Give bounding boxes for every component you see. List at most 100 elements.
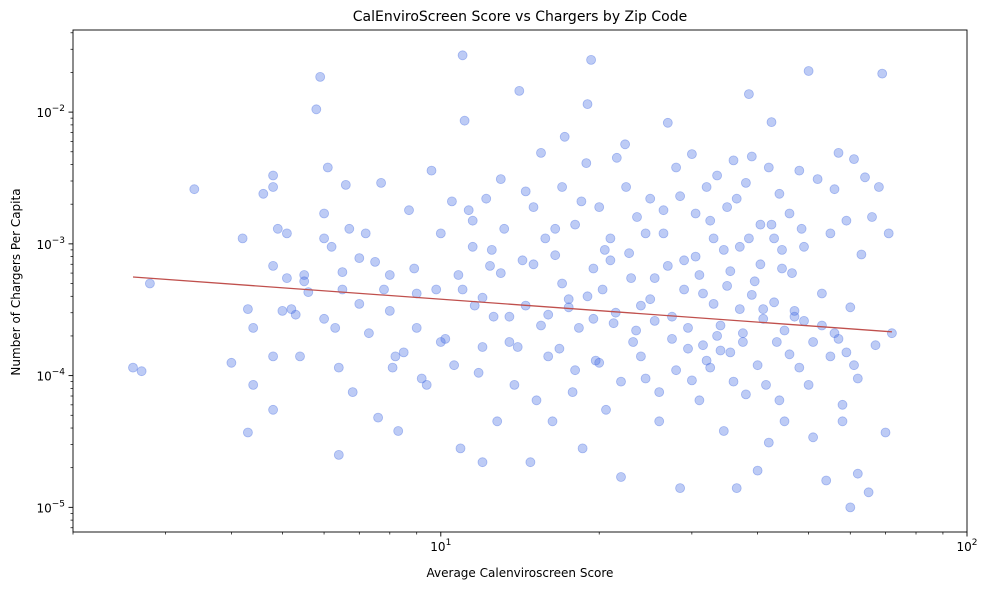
scatter-point bbox=[796, 223, 807, 234]
scatter-point bbox=[550, 223, 561, 234]
scatter-point bbox=[738, 337, 748, 347]
scatter-point bbox=[581, 158, 592, 169]
scatter-point bbox=[416, 373, 427, 384]
scatter-point bbox=[268, 182, 279, 192]
scatter-point bbox=[841, 215, 852, 226]
scatter-point bbox=[829, 328, 840, 339]
scatter-point bbox=[344, 223, 355, 234]
scatter-point bbox=[457, 50, 468, 61]
scatter-point bbox=[725, 266, 736, 277]
scatter-point bbox=[712, 330, 722, 341]
scatter-point bbox=[789, 305, 800, 316]
scatter-point bbox=[845, 302, 856, 313]
scatter-point bbox=[189, 184, 200, 195]
scatter-point bbox=[877, 68, 888, 79]
scatter-point bbox=[393, 426, 404, 436]
scatter-point bbox=[509, 379, 520, 390]
scatter-point bbox=[705, 215, 716, 226]
scatter-point bbox=[495, 268, 506, 279]
scatter-point bbox=[517, 255, 528, 266]
scatter-point bbox=[662, 260, 673, 271]
scatter-point bbox=[582, 291, 593, 302]
scatter-point bbox=[808, 432, 818, 443]
scatter-point bbox=[766, 117, 777, 127]
scatter-point bbox=[636, 351, 646, 362]
scatter-point bbox=[477, 292, 488, 303]
scatter-point bbox=[718, 426, 729, 436]
scatter-point bbox=[761, 379, 771, 390]
scatter-point bbox=[128, 362, 138, 373]
scatter-point bbox=[543, 309, 554, 320]
scatter-point bbox=[789, 311, 800, 322]
scatter-point bbox=[621, 182, 631, 192]
scatter-point bbox=[662, 117, 673, 128]
scatter-point bbox=[769, 233, 779, 244]
scatter-point bbox=[867, 212, 877, 222]
scatter-point bbox=[347, 387, 358, 398]
scatter-point bbox=[722, 280, 732, 291]
scatter-point bbox=[333, 362, 344, 373]
scatter-point bbox=[705, 362, 716, 373]
scatter-point bbox=[286, 304, 297, 315]
scatter-point bbox=[242, 304, 253, 315]
scatter-point bbox=[744, 233, 754, 244]
scatter-point bbox=[763, 162, 774, 173]
scatter-point bbox=[557, 182, 567, 192]
scatter-point bbox=[563, 294, 574, 305]
scatter-point bbox=[616, 472, 626, 482]
scatter-point bbox=[758, 304, 769, 315]
scatter-point bbox=[675, 483, 685, 494]
scatter-point bbox=[645, 193, 656, 204]
y-tick-label: 10−3 bbox=[36, 236, 65, 252]
scatter-point bbox=[817, 288, 827, 299]
scatter-point bbox=[683, 343, 693, 354]
scatter-point bbox=[870, 340, 881, 351]
scatter-point bbox=[874, 182, 884, 192]
scatter-point bbox=[277, 305, 288, 316]
scatter-point bbox=[594, 357, 605, 368]
scatter-point bbox=[856, 249, 867, 260]
scatter-point bbox=[825, 228, 836, 239]
scatter-point bbox=[849, 154, 859, 165]
scatter-point bbox=[752, 360, 763, 371]
scatter-point bbox=[547, 416, 558, 427]
scatter-point bbox=[248, 379, 259, 390]
scatter-point bbox=[784, 349, 795, 360]
scatter-point bbox=[528, 202, 539, 213]
scatter-point bbox=[728, 155, 739, 166]
scatter-point bbox=[738, 328, 748, 339]
scatter-point bbox=[701, 355, 712, 366]
scatter-point bbox=[467, 241, 478, 252]
scatter-point bbox=[597, 284, 608, 295]
scatter-point bbox=[481, 193, 492, 204]
scatter-point bbox=[777, 263, 787, 274]
scatter-point bbox=[841, 347, 852, 358]
scatter-point bbox=[722, 202, 732, 213]
scatter-point bbox=[504, 311, 515, 322]
scatter-point bbox=[632, 212, 642, 222]
scatter-point bbox=[624, 248, 634, 259]
scatter-point bbox=[457, 284, 468, 295]
y-tick-label: 10−2 bbox=[36, 104, 65, 120]
scatter-point bbox=[766, 219, 777, 230]
scatter-point bbox=[746, 151, 757, 162]
y-axis-label: Number of Chargers Per Capita bbox=[9, 188, 23, 375]
scatter-point bbox=[649, 273, 660, 284]
scatter-point bbox=[829, 184, 840, 195]
scatter-point bbox=[272, 223, 283, 234]
scatter-point bbox=[718, 244, 729, 255]
scatter-point bbox=[322, 162, 333, 173]
scatter-point bbox=[852, 373, 863, 384]
scatter-point bbox=[411, 322, 422, 333]
scatter-point bbox=[728, 376, 739, 387]
scatter-point bbox=[771, 337, 782, 347]
scatter-point bbox=[741, 389, 751, 400]
scatter-point bbox=[525, 457, 536, 468]
scatter-point bbox=[390, 351, 401, 362]
scatter-point bbox=[755, 259, 766, 270]
scatter-point bbox=[731, 483, 742, 494]
scatter-point bbox=[601, 404, 611, 415]
scatter-point bbox=[679, 284, 689, 295]
